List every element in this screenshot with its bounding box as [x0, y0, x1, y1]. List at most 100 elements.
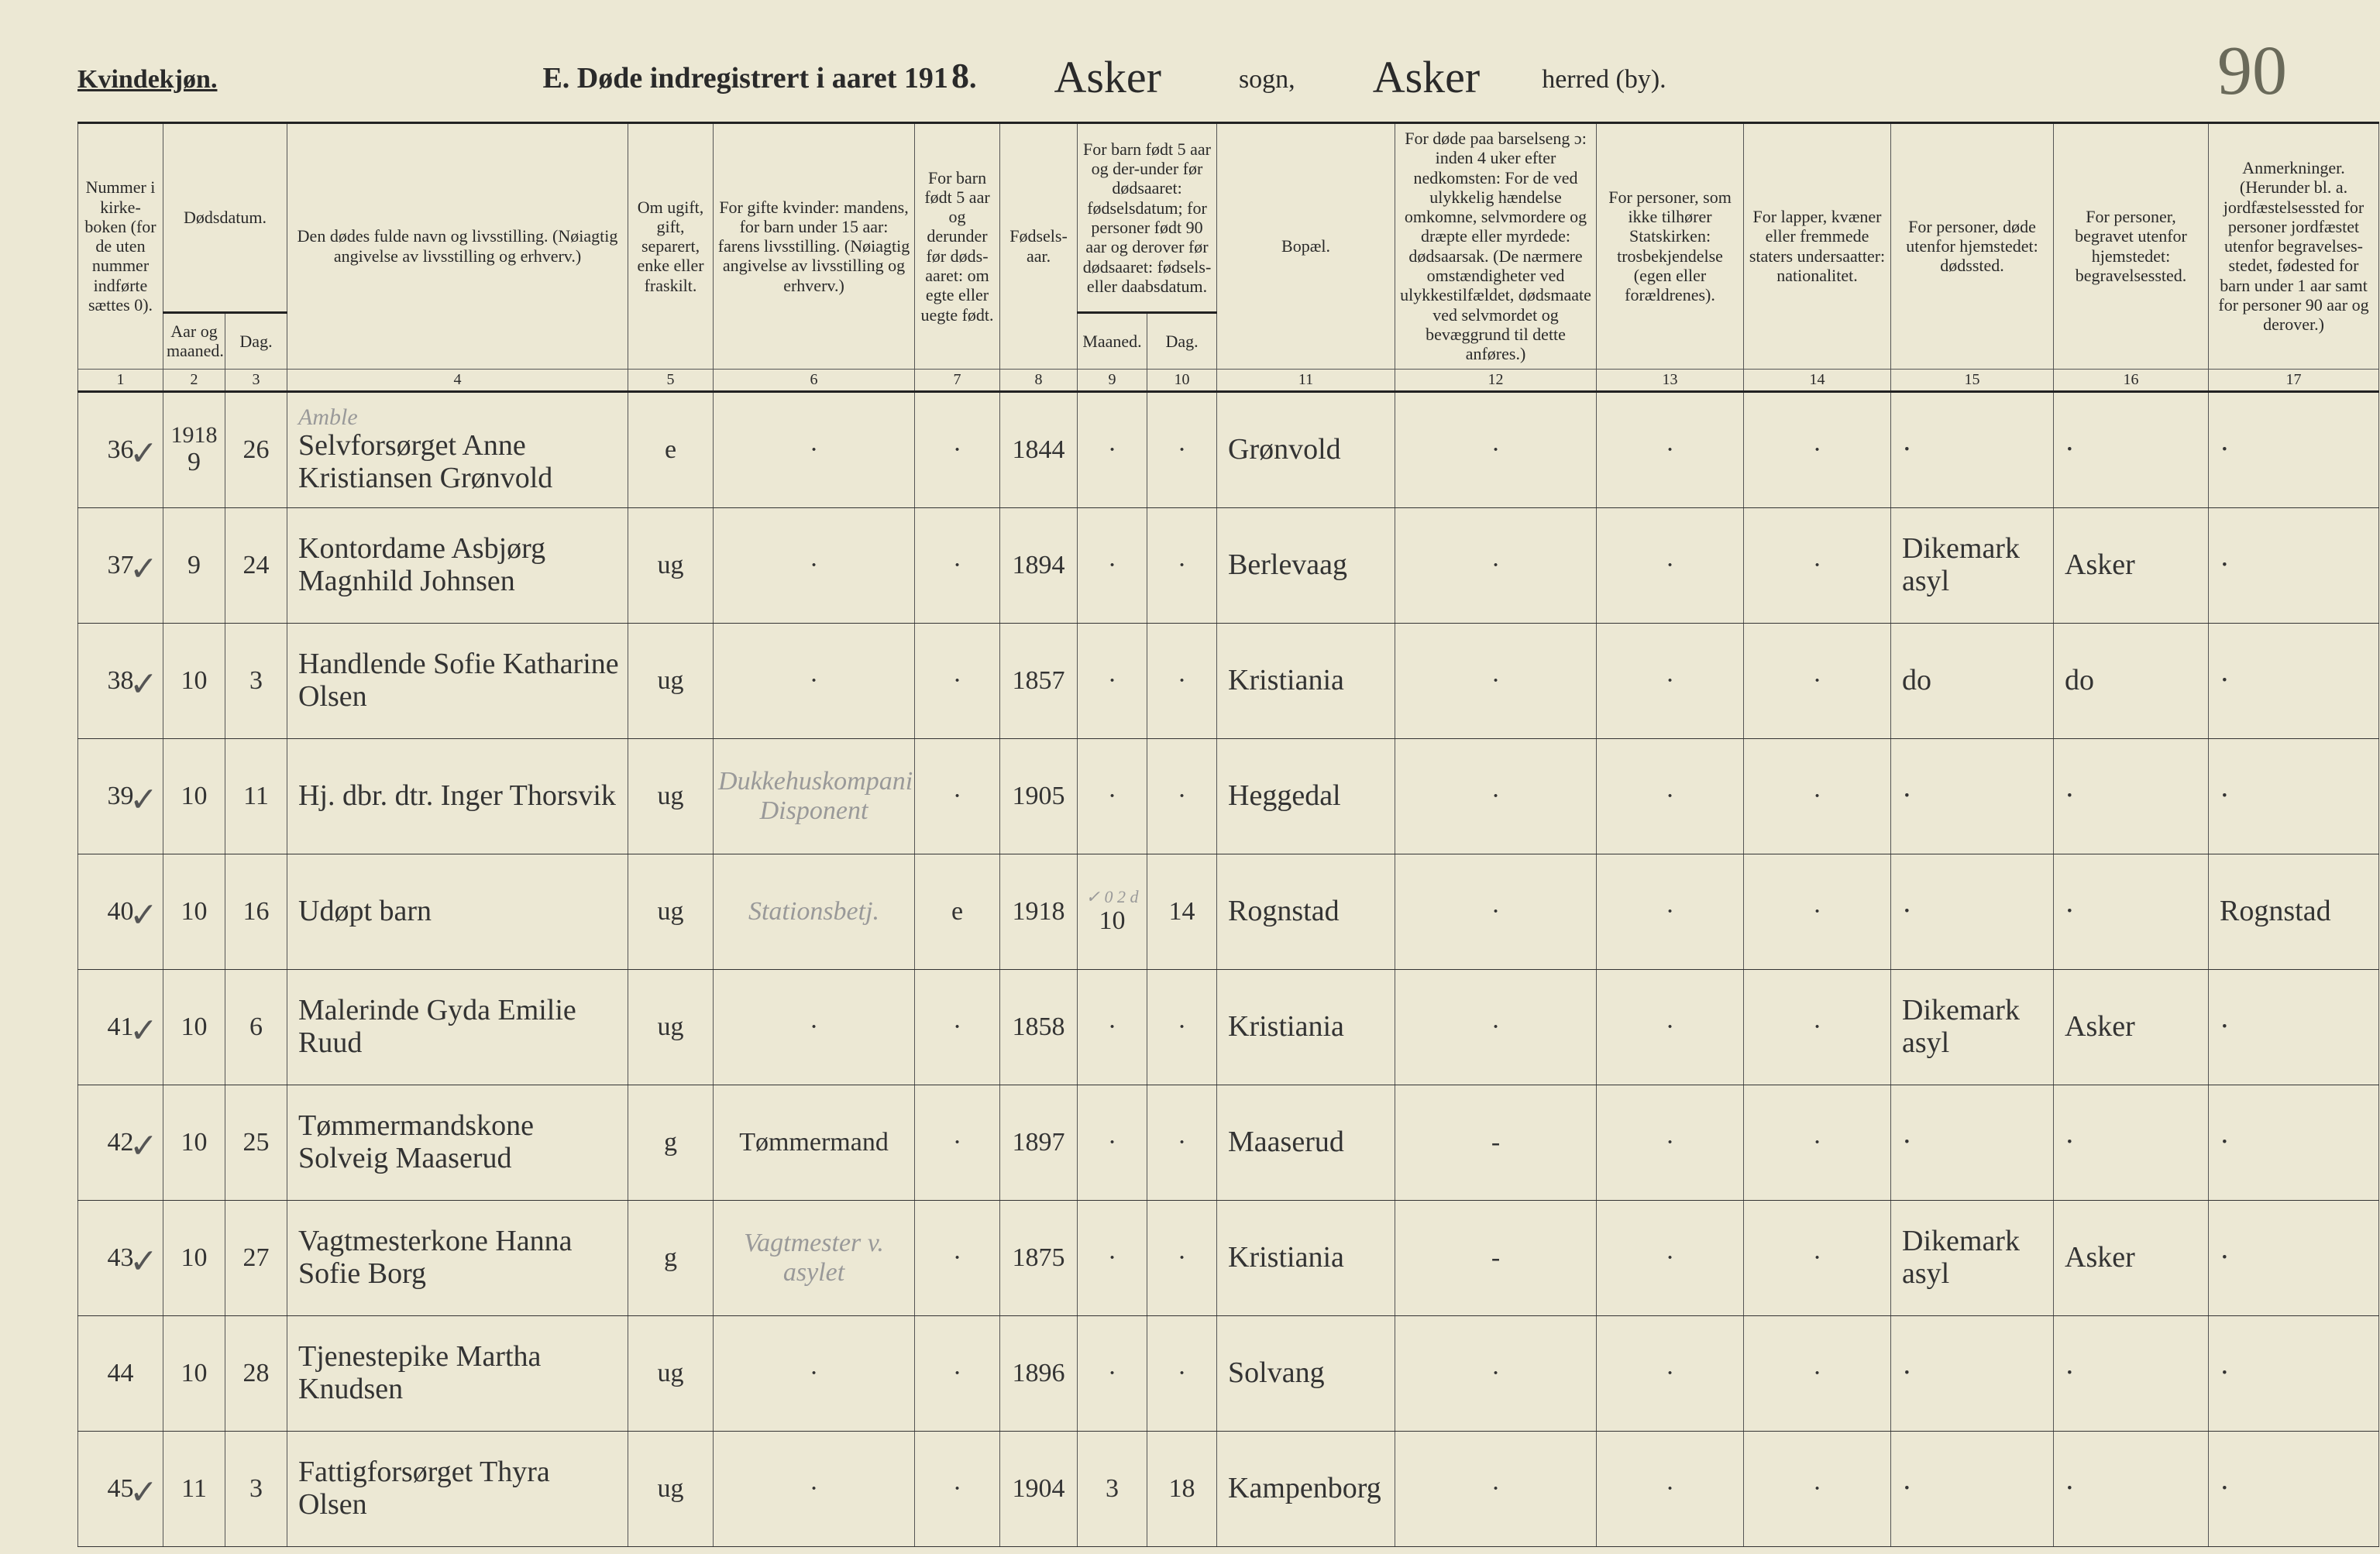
legitimate: · [915, 507, 1000, 623]
entry-number: 44 [78, 1315, 163, 1431]
ledger-page: 90 Kvindekjøn. E. Døde indregistrert i a… [0, 0, 2380, 1554]
birth-day: · [1147, 507, 1217, 623]
faith: · [1597, 969, 1744, 1085]
col-header-10: Dag. [1147, 312, 1217, 369]
nationality: · [1744, 969, 1891, 1085]
faith: · [1597, 1085, 1744, 1200]
check-icon: ✓ [129, 666, 158, 703]
death-day: 3 [225, 1431, 287, 1546]
colnum: 15 [1891, 369, 2054, 391]
faith: · [1597, 1200, 1744, 1315]
herred-label: herred (by). [1542, 65, 1666, 95]
table-row: 45✓113Fattigforsørget Thyra Olsenug··190… [78, 1431, 2379, 1546]
birth-month: ✓ 0 2 d10 [1078, 854, 1147, 969]
death-place: · [1891, 854, 2054, 969]
deceased-name: Fattigforsørget Thyra Olsen [287, 1431, 628, 1546]
col-header-14: For lapper, kvæner eller fremmede stater… [1744, 123, 1891, 370]
birth-day: · [1147, 623, 1217, 738]
table-header: Nummer i kirke-boken (for de uten nummer… [78, 123, 2379, 392]
legitimate: · [915, 969, 1000, 1085]
birth-year: 1875 [1000, 1200, 1078, 1315]
burial-place: · [2054, 391, 2209, 507]
colnum: 6 [714, 369, 915, 391]
register-table: Nummer i kirke-boken (for de uten nummer… [77, 122, 2379, 1547]
nationality: · [1744, 1200, 1891, 1315]
father-occupation: · [714, 391, 915, 507]
remarks: · [2209, 391, 2379, 507]
death-place: Dikemark asyl [1891, 1200, 2054, 1315]
death-month: 10 [163, 738, 225, 854]
table-row: 39✓1011Hj. dbr. dtr. Inger ThorsvikugDuk… [78, 738, 2379, 854]
col-header-2: Aar og maaned. [163, 312, 225, 369]
nationality: · [1744, 623, 1891, 738]
table-row: 40✓1016Udøpt barnugStationsbetj.e1918✓ 0… [78, 854, 2379, 969]
faith: · [1597, 854, 1744, 969]
col-header-15: For personer, døde utenfor hjemstedet: d… [1891, 123, 2054, 370]
birth-month: · [1078, 391, 1147, 507]
residence: Heggedal [1217, 738, 1395, 854]
death-day: 25 [225, 1085, 287, 1200]
legitimate: · [915, 738, 1000, 854]
birth-year: 1918 [1000, 854, 1078, 969]
father-occupation: Dukkehuskompani Disponent [714, 738, 915, 854]
residence: Grønvold [1217, 391, 1395, 507]
colnum: 3 [225, 369, 287, 391]
col-header-16: For personer, begravet utenfor hjemstede… [2054, 123, 2209, 370]
burial-place: do [2054, 623, 2209, 738]
remarks: · [2209, 507, 2379, 623]
father-occupation: · [714, 623, 915, 738]
marital-status: g [628, 1200, 714, 1315]
birth-day: · [1147, 1085, 1217, 1200]
birth-year: 1844 [1000, 391, 1078, 507]
col-header-3: Dag. [225, 312, 287, 369]
nationality: · [1744, 391, 1891, 507]
cause-of-death: · [1395, 391, 1597, 507]
colnum: 4 [287, 369, 628, 391]
burial-place: · [2054, 1431, 2209, 1546]
check-icon: ✓ [129, 435, 158, 473]
check-icon: ✓ [129, 1474, 158, 1511]
table-row: 38✓103Handlende Sofie Katharine Olsenug·… [78, 623, 2379, 738]
colnum: 14 [1744, 369, 1891, 391]
col-header-2a: Dødsdatum. [163, 123, 287, 313]
marital-status: ug [628, 1431, 714, 1546]
faith: · [1597, 507, 1744, 623]
death-place: Dikemark asyl [1891, 507, 2054, 623]
death-month: 10 [163, 969, 225, 1085]
colnum: 10 [1147, 369, 1217, 391]
nationality: · [1744, 854, 1891, 969]
marital-status: ug [628, 623, 714, 738]
colnum: 16 [2054, 369, 2209, 391]
birth-day: 14 [1147, 854, 1217, 969]
marital-status: ug [628, 507, 714, 623]
colnum: 17 [2209, 369, 2379, 391]
colnum: 2 [163, 369, 225, 391]
death-month: 11 [163, 1431, 225, 1546]
burial-place: · [2054, 738, 2209, 854]
death-day: 28 [225, 1315, 287, 1431]
marital-status: ug [628, 1315, 714, 1431]
entry-number: 36✓ [78, 391, 163, 507]
birth-day: · [1147, 1315, 1217, 1431]
birth-month: · [1078, 1315, 1147, 1431]
residence: Rognstad [1217, 854, 1395, 969]
nationality: · [1744, 1431, 1891, 1546]
deceased-name: Tjenestepike Martha Knudsen [287, 1315, 628, 1431]
birth-year: 1905 [1000, 738, 1078, 854]
colnum: 9 [1078, 369, 1147, 391]
col-header-11: Bopæl. [1217, 123, 1395, 370]
residence: Kristiania [1217, 969, 1395, 1085]
remarks: Rognstad [2209, 854, 2379, 969]
col-header-7: For barn født 5 aar og derunder før døds… [915, 123, 1000, 370]
cause-of-death: · [1395, 507, 1597, 623]
col-header-6: For gifte kvinder: mandens, for barn und… [714, 123, 915, 370]
death-day: 27 [225, 1200, 287, 1315]
residence: Kristiania [1217, 623, 1395, 738]
title-period: . [969, 61, 977, 95]
table-row: 41✓106Malerinde Gyda Emilie Ruudug··1858… [78, 969, 2379, 1085]
death-month: 19189 [163, 391, 225, 507]
death-month: 10 [163, 1085, 225, 1200]
death-month: 10 [163, 1315, 225, 1431]
residence: Berlevaag [1217, 507, 1395, 623]
entry-number: 37✓ [78, 507, 163, 623]
